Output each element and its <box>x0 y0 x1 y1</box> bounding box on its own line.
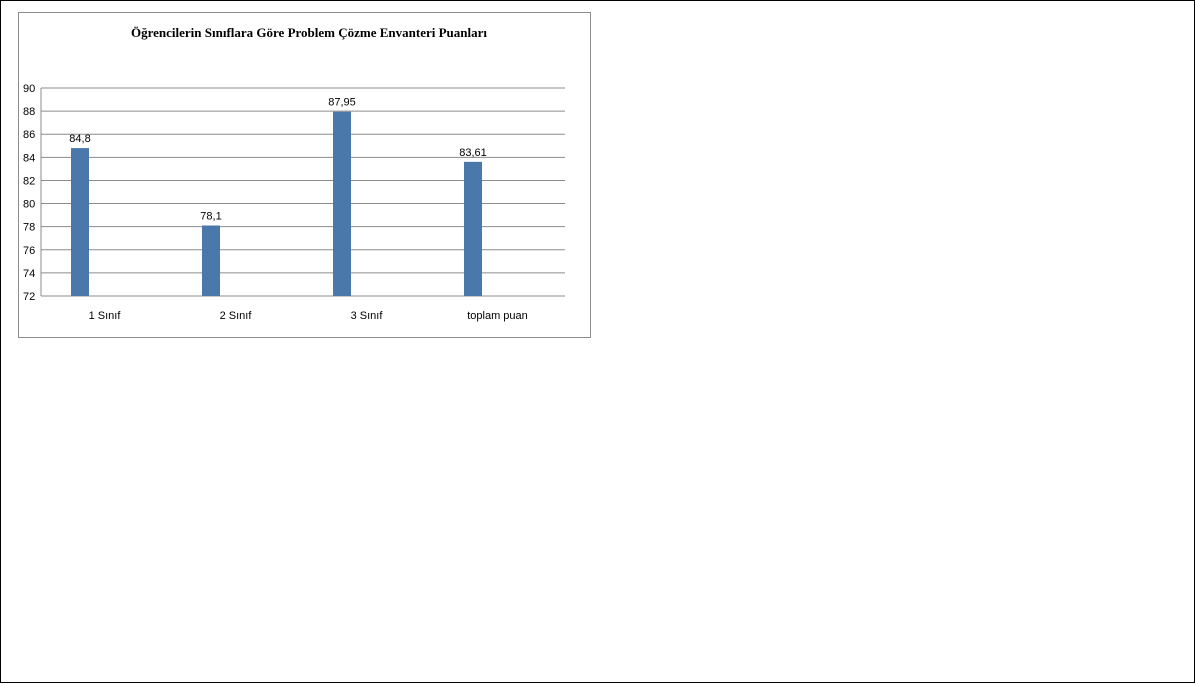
chart-title: Öğrencilerin Sınıflara Göre Problem Çözm… <box>131 25 487 40</box>
chart-container: Öğrencilerin Sınıflara Göre Problem Çözm… <box>18 12 591 338</box>
y-tick-label: 72 <box>23 291 35 303</box>
x-tick-label: 1 Sınıf <box>89 310 122 322</box>
bar-chart: Öğrencilerin Sınıflara Göre Problem Çözm… <box>23 25 565 322</box>
x-tick-label: 2 Sınıf <box>220 310 253 322</box>
bar <box>464 161 482 296</box>
y-tick-label: 76 <box>23 245 35 257</box>
x-tick-label: toplam puan <box>467 310 528 322</box>
y-tick-label: 78 <box>23 222 35 234</box>
y-tick-label: 90 <box>23 83 35 95</box>
y-tick-label: 82 <box>23 175 35 187</box>
y-tick-label: 88 <box>23 106 35 118</box>
y-tick-label: 84 <box>23 152 35 164</box>
data-label: 83,61 <box>459 147 487 159</box>
data-labels: 84,8 78,1 87,95 83,61 <box>69 97 486 223</box>
bar <box>202 225 220 296</box>
gridlines <box>41 87 565 297</box>
data-label: 87,95 <box>328 97 356 109</box>
x-axis-ticks: 1 Sınıf 2 Sınıf 3 Sınıf toplam puan <box>89 310 528 322</box>
y-tick-label: 80 <box>23 199 35 211</box>
bar <box>71 148 89 296</box>
x-tick-label: 3 Sınıf <box>351 310 384 322</box>
data-label: 84,8 <box>69 133 90 145</box>
bars <box>71 111 482 296</box>
data-label: 78,1 <box>200 211 221 223</box>
y-axis-ticks: 72 74 76 78 80 82 84 86 88 90 <box>23 83 35 303</box>
y-tick-label: 86 <box>23 129 35 141</box>
bar <box>333 111 351 296</box>
y-tick-label: 74 <box>23 268 35 280</box>
